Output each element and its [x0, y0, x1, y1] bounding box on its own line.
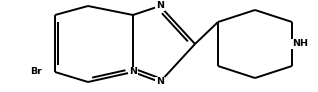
Text: Br: Br	[30, 68, 42, 77]
Text: N: N	[156, 1, 164, 10]
Text: NH: NH	[292, 39, 308, 48]
Text: N: N	[156, 77, 164, 86]
Text: N: N	[129, 68, 137, 77]
